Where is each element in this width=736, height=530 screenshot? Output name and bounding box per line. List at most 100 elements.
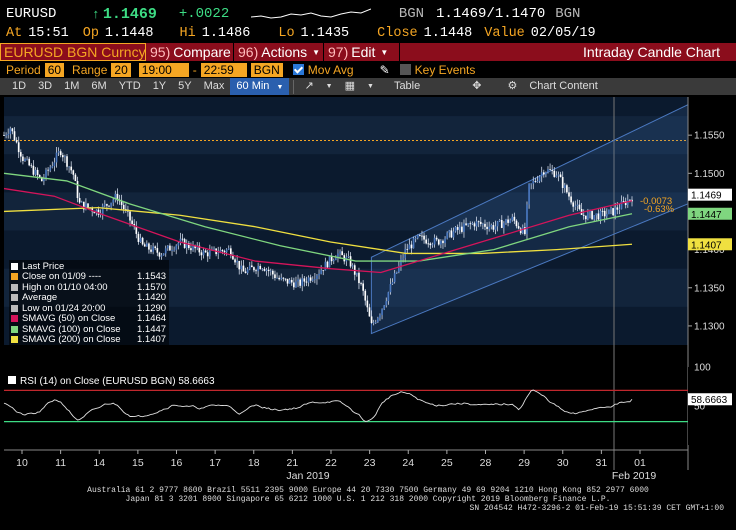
legend-value: 1.1447 [137,323,167,335]
rsi-legend-swatch [8,376,16,384]
candle-body [488,226,491,230]
candle-body [200,252,203,256]
candle-body [290,279,293,283]
actions-menu[interactable]: 96) Actions ▼ [234,43,324,61]
candle-body [234,259,236,263]
actions-key: 96) [238,44,259,60]
change-value: -0.0073 [640,196,672,207]
range-button-1y[interactable]: 1Y [152,80,167,92]
candle-body [7,133,10,135]
legend-swatch [11,336,18,344]
range-button-ytd[interactable]: YTD [118,80,141,92]
month-label-feb: Feb 2019 [612,470,657,482]
candle-body [45,169,47,179]
edit-label: Edit [351,44,376,60]
range-field[interactable]: 20 [111,62,131,77]
candle-chart[interactable]: 1.13001.13501.14001.14501.15001.15501.14… [0,95,736,485]
y-tick-label: 1.1400 [694,245,725,256]
candle-body [108,205,110,207]
candle-body [339,251,341,254]
bars-icon[interactable]: ▦ [344,80,355,92]
rsi-value-tag: 58.6663 [691,395,728,406]
legend-name: Last Price [22,260,65,272]
candle-body [68,166,70,168]
candle-body [400,259,402,266]
legend-swatch [11,283,18,291]
move-icon[interactable]: ✥ [472,80,482,92]
candle-body [131,220,133,224]
candle-body [135,226,138,234]
candle-body [589,211,591,213]
candle-body [232,255,234,260]
chevron-down-icon: ▼ [380,47,389,57]
function-title: Intraday Candle Chart [583,44,720,60]
footer-line-2: Japan 81 3 3201 8900 Singapore 65 6212 1… [125,495,611,504]
at-label: At [6,25,23,41]
candle-body [603,210,606,217]
edit-menu[interactable]: 97) Edit ▼ [324,43,400,61]
interval-dropdown[interactable]: 60 Min ▼ [230,78,290,95]
legend-swatch [11,325,18,333]
footer-line-1: Australia 61 2 9777 8600 Brazil 5511 239… [87,486,649,495]
pencil-icon[interactable]: ✎ [379,62,390,77]
candle-body [148,243,150,250]
legend-value: 1.1290 [137,302,167,314]
candle-body [150,249,152,252]
candle-body [175,245,178,250]
candle-body [110,202,112,207]
gear-icon[interactable]: ⚙ [507,80,518,92]
candle-body [179,238,182,243]
open-value: 1.1448 [104,25,154,41]
candle-body [395,272,398,274]
candle-body [93,211,96,214]
end-time-field[interactable]: 22:59 [200,62,247,77]
source-field[interactable]: BGN [250,62,283,77]
range-button-6m[interactable]: 6M [91,80,107,92]
candle-body [13,131,16,141]
chart-content-button[interactable]: Chart Content [529,80,598,92]
candle-body [366,300,369,308]
menu-bar: EURUSD BGN Curncy 95) Compare 96) Action… [0,43,736,61]
candle-body [309,277,312,281]
candle-body [265,269,268,271]
key-events-checkbox[interactable] [399,64,411,75]
candle-body [505,219,507,223]
candle-body [141,237,144,245]
period-field[interactable]: 60 [44,62,65,77]
security-field[interactable]: EURUSD BGN Curncy [0,43,146,61]
compare-key: 95) [150,44,171,60]
range-button-5y[interactable]: 5Y [178,80,192,92]
legend-name: Close on 01/09 ---- [22,271,102,283]
candle-body [610,208,612,210]
candle-body [248,265,251,270]
range-button-max[interactable]: Max [203,80,225,92]
bars-dropdown[interactable]: ▼ [367,83,374,90]
range-label: Range [72,62,108,77]
range-dash: - [192,62,197,77]
mov-avg-checkbox[interactable] [292,64,304,75]
y-tick-label: 1.1550 [694,131,725,142]
legend-name: SMAVG (50) on Close [22,313,116,325]
candle-body [452,231,455,238]
candle-body [38,175,41,178]
start-time-field[interactable]: 19:00 [138,62,189,77]
candle-body [469,223,472,225]
line-chart-icon[interactable]: ↗ [304,80,314,92]
range-button-1d[interactable]: 1D [12,80,27,92]
range-button-3d[interactable]: 3D [38,80,53,92]
candle-body [492,225,495,230]
legend-item: High on 01/10 04:00 1.1570 [11,282,167,293]
candle-body [47,169,49,171]
candle-body [553,170,556,177]
candle-body [286,278,289,284]
chart-type-dropdown[interactable]: ▼ [325,83,333,90]
table-button[interactable]: Table [393,80,421,92]
candle-body [568,192,570,197]
candle-body [139,237,142,242]
candle-body [465,223,467,225]
range-button-1m[interactable]: 1M [64,80,80,92]
candle-body [370,316,373,324]
open-label: Op [82,25,99,41]
compare-menu[interactable]: 95) Compare [146,43,234,61]
candle-body [114,193,117,200]
